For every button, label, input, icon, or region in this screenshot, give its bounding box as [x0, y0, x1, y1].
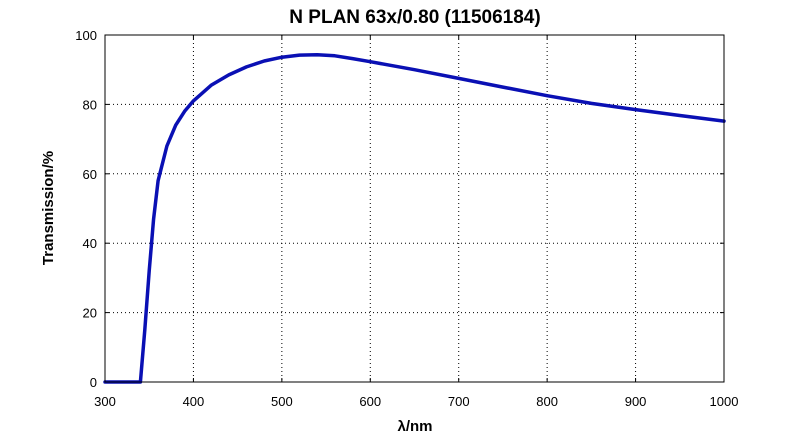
x-tick-label: 1000 [710, 394, 739, 409]
y-tick-label: 0 [90, 375, 97, 390]
series-line-0 [103, 53, 726, 384]
x-tick-label: 700 [448, 394, 470, 409]
y-tick-label: 80 [83, 97, 97, 112]
plot-frame [104, 34, 725, 383]
y-axis-label: Transmission/% [40, 151, 57, 265]
curve-layer [103, 53, 726, 384]
x-tick-label: 500 [271, 394, 293, 409]
y-tick-label: 40 [83, 236, 97, 251]
x-tick-label: 300 [94, 394, 116, 409]
x-tick-label: 800 [536, 394, 558, 409]
y-tick-label: 20 [83, 306, 97, 321]
x-axis-label: λ/nm [397, 418, 432, 435]
y-tick-label: 60 [83, 167, 97, 182]
chart-title: N PLAN 63x/0.80 (11506184) [289, 7, 540, 28]
x-tick-label: 400 [183, 394, 205, 409]
tick-label-layer: 300 400 500 600 700 800 900 1000 0 20 40 60 80 100 [75, 28, 738, 409]
grid-layer [105, 35, 724, 382]
x-tick-label: 900 [625, 394, 647, 409]
tick-layer [104, 34, 725, 383]
x-tick-label: 600 [359, 394, 381, 409]
y-tick-label: 100 [75, 28, 97, 43]
